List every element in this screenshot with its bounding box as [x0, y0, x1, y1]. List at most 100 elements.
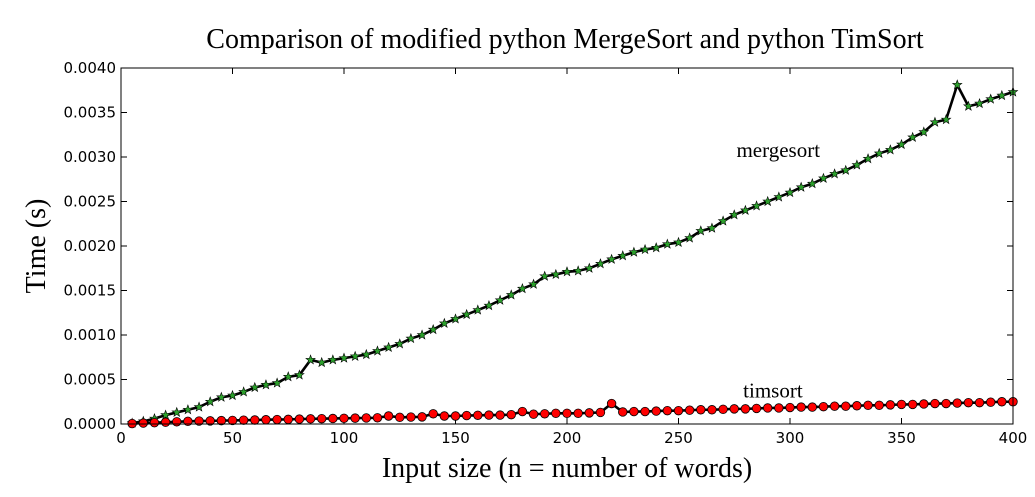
data-point-timsort: [684, 405, 695, 415]
data-point-mergesort: [517, 283, 528, 294]
data-point-mergesort: [851, 159, 863, 170]
data-point-mergesort: [572, 265, 584, 276]
data-point-timsort: [818, 401, 829, 412]
data-point-timsort: [729, 404, 739, 414]
series-mergesort: [126, 79, 1019, 428]
data-point-timsort: [205, 416, 215, 426]
data-point-mergesort: [583, 262, 595, 273]
y-tick-label: 0.0010: [64, 326, 117, 344]
data-point-mergesort: [550, 268, 562, 280]
data-point-timsort: [896, 399, 907, 410]
data-point-timsort: [261, 415, 271, 425]
data-point-mergesort: [450, 313, 461, 324]
data-point-timsort: [740, 404, 751, 414]
data-point-mergesort: [650, 242, 662, 253]
data-point-timsort: [863, 400, 873, 411]
data-point-timsort: [517, 406, 528, 417]
data-point-timsort: [629, 406, 639, 417]
y-axis-ticks: 0.0000 0.0005 0.0010 0.0015 0.0020 0.0025 0.00…: [64, 59, 1013, 433]
data-point-mergesort: [305, 354, 316, 365]
x-tick-label: 300: [776, 429, 805, 447]
data-point-mergesort: [840, 164, 852, 175]
data-point-timsort: [372, 413, 383, 423]
series-timsort: [127, 397, 1018, 429]
data-point-timsort: [172, 417, 182, 427]
data-point-mergesort: [171, 406, 183, 418]
data-point-mergesort: [951, 79, 963, 90]
data-point-mergesort: [327, 354, 339, 365]
data-point-timsort: [640, 406, 650, 417]
data-point-timsort: [540, 409, 550, 419]
data-point-mergesort: [829, 168, 840, 179]
data-point-timsort: [874, 400, 884, 411]
data-point-mergesort: [717, 215, 729, 226]
data-point-timsort: [606, 398, 617, 409]
data-point-mergesort: [907, 131, 919, 143]
data-point-mergesort: [316, 356, 328, 368]
data-point-mergesort: [595, 258, 606, 269]
data-point-timsort: [138, 418, 149, 428]
data-point-mergesort: [204, 396, 216, 407]
data-point-mergesort: [873, 147, 885, 159]
data-point-timsort: [930, 398, 940, 409]
data-point-timsort: [484, 410, 494, 420]
x-tick-label: 50: [223, 429, 242, 447]
data-point-mergesort: [818, 172, 829, 183]
data-point-timsort: [160, 417, 171, 427]
data-point-timsort: [986, 397, 996, 407]
data-point-timsort: [183, 416, 193, 427]
data-point-timsort: [907, 399, 918, 410]
data-point-mergesort: [238, 386, 250, 397]
series-line-mergesort: [131, 83, 1014, 425]
data-point-mergesort: [985, 93, 997, 104]
data-point-timsort: [919, 399, 929, 409]
annotation-timsort: timsort: [743, 378, 803, 402]
data-point-timsort: [941, 398, 951, 409]
x-axis-label: Input size (n = number of words): [382, 453, 752, 484]
data-point-timsort: [283, 414, 293, 425]
data-point-timsort: [428, 409, 438, 419]
data-point-timsort: [718, 404, 728, 415]
x-tick-label: 350: [887, 429, 916, 447]
data-point-mergesort: [349, 350, 361, 361]
y-tick-label: 0.0030: [64, 148, 117, 166]
data-point-timsort: [383, 411, 394, 421]
data-point-timsort: [963, 397, 974, 408]
data-point-timsort: [595, 407, 606, 418]
data-point-timsort: [696, 405, 706, 415]
data-point-timsort: [395, 412, 405, 423]
chart-title: Comparison of modified python MergeSort …: [206, 24, 924, 55]
data-point-mergesort: [249, 381, 261, 393]
data-point-mergesort: [438, 317, 450, 329]
data-point-mergesort: [461, 308, 473, 320]
data-point-mergesort: [494, 294, 506, 305]
annotations: mergesort timsort: [736, 138, 820, 402]
data-point-timsort: [450, 411, 461, 421]
y-axis-label: Time (s): [21, 199, 52, 294]
data-point-timsort: [997, 397, 1007, 407]
data-point-timsort: [406, 412, 416, 422]
x-tick-label: 400: [999, 429, 1028, 447]
data-point-mergesort: [483, 299, 495, 311]
data-point-mergesort: [884, 144, 896, 155]
data-point-mergesort: [227, 389, 238, 401]
data-point-timsort: [852, 401, 862, 411]
data-point-timsort: [439, 411, 450, 421]
y-tick-label: 0.0000: [64, 415, 117, 433]
data-point-mergesort: [606, 253, 617, 264]
data-point-mergesort: [416, 329, 428, 340]
data-point-mergesort: [260, 379, 272, 390]
data-point-mergesort: [628, 246, 640, 257]
data-point-mergesort: [862, 153, 874, 164]
data-point-timsort: [227, 415, 238, 426]
plot-frame: [120, 67, 1014, 425]
data-point-mergesort: [472, 304, 484, 315]
data-point-mergesort: [338, 352, 350, 363]
data-point-mergesort: [539, 270, 551, 281]
series-layer: [126, 79, 1019, 429]
data-point-timsort: [294, 414, 305, 424]
data-point-timsort: [751, 403, 762, 414]
data-point-timsort: [528, 409, 539, 419]
data-point-mergesort: [405, 332, 417, 344]
data-point-timsort: [763, 403, 773, 413]
